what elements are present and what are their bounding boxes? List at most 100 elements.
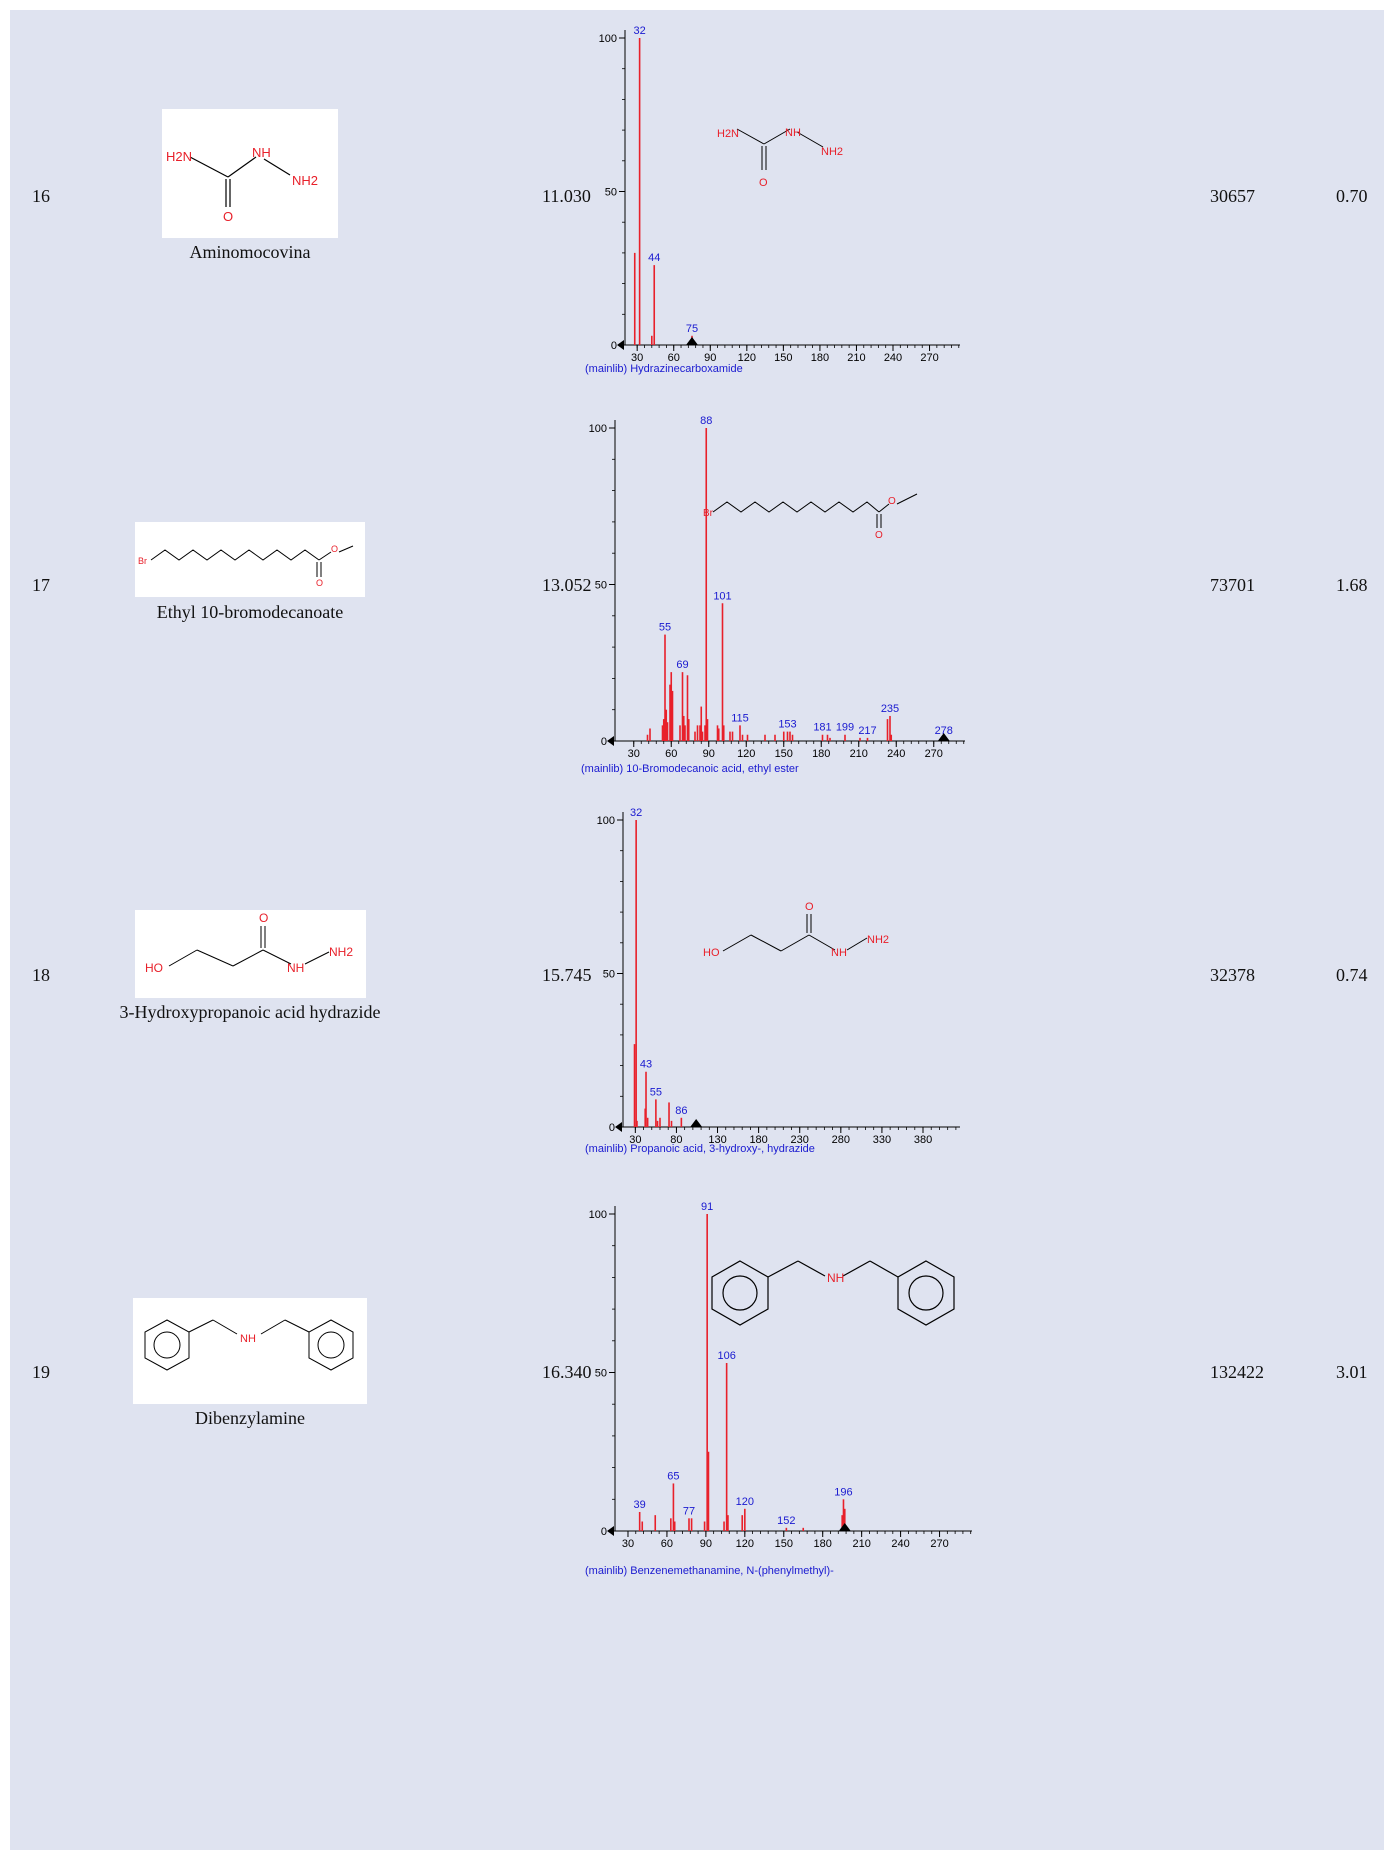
peak-label: 235 (881, 703, 899, 715)
peak-label: 91 (701, 1201, 713, 1213)
retention-time: 11.030 (542, 186, 591, 206)
axis-arrow (617, 340, 624, 350)
x-tick-label: 240 (884, 352, 902, 364)
peak-label: 106 (717, 1350, 735, 1362)
axis-arrow (615, 1122, 622, 1132)
peak-label: 196 (834, 1486, 852, 1498)
axis-arrow (607, 736, 614, 746)
peak-label: 153 (778, 719, 796, 731)
x-tick-label: 230 (791, 1134, 809, 1146)
y-tick-label: 0 (601, 736, 607, 748)
y-tick-label: 0 (611, 340, 617, 352)
x-tick-label: 30 (629, 1134, 641, 1146)
x-tick-label: 240 (891, 1538, 909, 1550)
peak-number: 17 (32, 575, 50, 595)
svg-text:NH2: NH2 (821, 146, 843, 158)
x-tick-label: 90 (703, 748, 715, 760)
x-tick-label: 280 (832, 1134, 850, 1146)
svg-text:(mainlib) Propanoic acid, 3-hy: (mainlib) Propanoic acid, 3-hydroxy-, hy… (585, 1143, 815, 1155)
svg-text:NH: NH (287, 961, 304, 975)
peak-label: 199 (836, 722, 854, 734)
y-tick-label: 50 (605, 187, 617, 199)
svg-text:NH: NH (827, 1271, 844, 1285)
retention-time: 16.340 (542, 1362, 592, 1382)
x-tick-label: 210 (847, 352, 865, 364)
x-tick-label: 120 (736, 1538, 754, 1550)
retention-time: 15.745 (542, 965, 592, 985)
molecular-ion-marker (937, 733, 950, 741)
peak-label: 65 (667, 1470, 679, 1482)
peak-percent: 0.70 (1336, 186, 1368, 206)
mass-spectrum: 30 60 90 120 150 180 210 240 270 0 50 100 32 44 75 H2N… (585, 25, 960, 375)
x-tick-label: 60 (661, 1538, 673, 1550)
x-tick-label: 30 (628, 748, 640, 760)
svg-text:O: O (875, 530, 883, 541)
peak-number: 16 (32, 186, 50, 206)
results-table: 16 H2N NH NH2 O Aminomocovina 11.030 (10, 10, 1384, 1850)
svg-text:Br: Br (703, 508, 714, 519)
svg-text:HO: HO (145, 961, 163, 975)
svg-text:O: O (805, 901, 814, 913)
svg-text:(mainlib) Hydrazinecarboxamide: (mainlib) Hydrazinecarboxamide (585, 363, 743, 375)
x-tick-label: 180 (812, 748, 830, 760)
x-tick-label: 210 (850, 748, 868, 760)
svg-text:H2N: H2N (717, 128, 739, 140)
x-tick-label: 90 (700, 1538, 712, 1550)
peak-number: 19 (32, 1362, 50, 1382)
peak-label: 77 (683, 1505, 695, 1517)
peak-percent: 0.74 (1336, 965, 1368, 985)
y-tick-label: 100 (589, 1209, 607, 1221)
svg-text:NH2: NH2 (292, 173, 318, 188)
svg-text:(mainlib) Benzenemethanamine,: (mainlib) Benzenemethanamine, N-(phenylm… (585, 1565, 834, 1577)
molecular-ion-marker (690, 1119, 703, 1127)
table-row: 19 NH Dibenzylamine 16.340 30 60 90 120 150 1… (10, 1180, 1384, 1850)
compound-name: Dibenzylamine (195, 1408, 305, 1428)
x-tick-label: 30 (631, 352, 643, 364)
x-tick-label: 270 (925, 748, 943, 760)
svg-text:O: O (888, 496, 896, 507)
compound-name: 3-Hydroxypropanoic acid hydrazide (119, 1002, 381, 1022)
peak-label: 120 (736, 1496, 754, 1508)
x-tick-label: 130 (708, 1134, 726, 1146)
x-tick-label: 180 (811, 352, 829, 364)
peak-label: 152 (777, 1515, 795, 1527)
x-tick-label: 150 (775, 1538, 793, 1550)
x-tick-label: 380 (914, 1134, 932, 1146)
y-tick-label: 50 (603, 969, 615, 981)
x-tick-label: 180 (814, 1538, 832, 1550)
svg-text:NH2: NH2 (867, 934, 889, 946)
svg-text:NH: NH (240, 1333, 256, 1345)
x-tick-label: 240 (887, 748, 905, 760)
peak-label: 86 (675, 1105, 687, 1117)
svg-text:NH: NH (831, 947, 847, 959)
y-tick-label: 100 (589, 423, 607, 435)
molecule-structure: NH (133, 1298, 367, 1404)
peak-label: 278 (935, 725, 953, 737)
x-tick-label: 180 (749, 1134, 767, 1146)
peak-label: 39 (634, 1499, 646, 1511)
svg-text:NH: NH (252, 145, 271, 160)
peak-label: 181 (813, 722, 831, 734)
x-tick-label: 120 (737, 748, 755, 760)
svg-text:NH: NH (785, 127, 801, 139)
x-tick-label: 60 (668, 352, 680, 364)
y-tick-label: 50 (595, 1368, 607, 1380)
mass-spectrum: 30 60 90 120 150 180 210 240 270 0 50 100 55 69 88 101 1… (581, 415, 965, 775)
peak-label: 101 (713, 590, 731, 602)
peak-percent: 1.68 (1336, 575, 1368, 595)
table-row: 17 Br O O Ethyl 10-bromodecanoate 13.052… (10, 400, 1384, 790)
table-row: 16 H2N NH NH2 O Aminomocovina 11.030 (10, 10, 1384, 400)
peak-label: 44 (648, 252, 660, 264)
y-tick-label: 0 (609, 1122, 615, 1134)
x-tick-label: 270 (930, 1538, 948, 1550)
molecule-structure: H2N NH NH2 O (162, 109, 338, 238)
x-tick-label: 30 (622, 1538, 634, 1550)
y-tick-label: 0 (601, 1526, 607, 1538)
peak-label: 43 (640, 1059, 652, 1071)
peak-label: 217 (858, 725, 876, 737)
svg-text:H2N: H2N (166, 149, 192, 164)
peak-area: 32378 (1210, 965, 1255, 985)
peak-label: 32 (633, 25, 645, 37)
molecular-ion-marker (686, 337, 698, 345)
